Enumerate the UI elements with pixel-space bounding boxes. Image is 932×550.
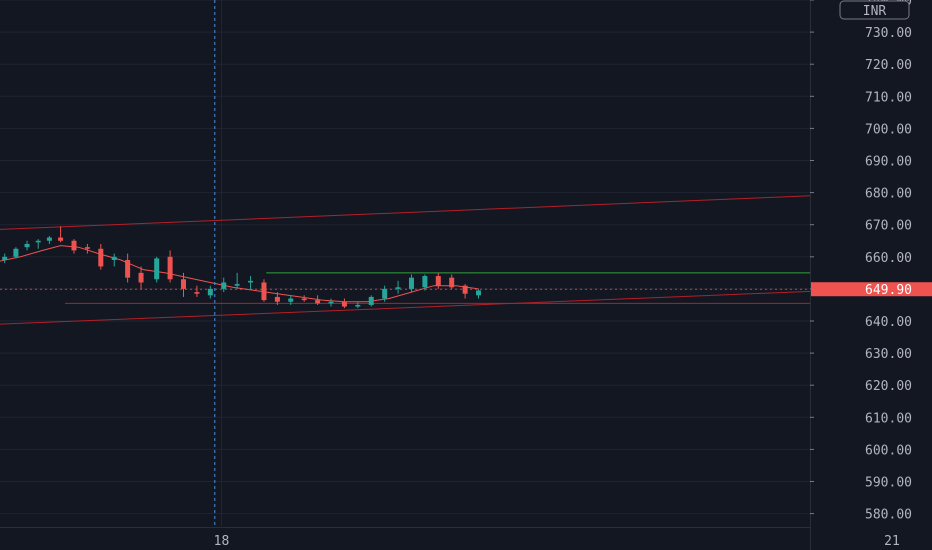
candle-body[interactable] — [111, 256, 117, 261]
candle-body[interactable] — [449, 277, 455, 288]
candle-body[interactable] — [98, 248, 104, 267]
candle-body[interactable] — [13, 248, 19, 257]
price-tick-label: 620.00 — [865, 379, 912, 394]
candle-body[interactable] — [35, 240, 41, 243]
candle-body[interactable] — [167, 256, 173, 280]
trendline[interactable] — [0, 172, 932, 230]
currency-label: INR — [863, 4, 887, 19]
currency-badge[interactable] — [839, 0, 910, 20]
candle-body[interactable] — [435, 276, 441, 286]
price-tick-label: 670.00 — [865, 219, 912, 234]
price-tick-label: 630.00 — [865, 347, 912, 362]
price-tick-label: 710.00 — [865, 90, 912, 105]
candle-body[interactable] — [261, 282, 267, 301]
candle-body[interactable] — [181, 279, 187, 289]
candle-body[interactable] — [234, 284, 240, 286]
candle-body[interactable] — [46, 237, 52, 241]
candle-body[interactable] — [221, 282, 227, 289]
candle-body[interactable] — [125, 260, 131, 278]
candle-body[interactable] — [194, 292, 200, 294]
price-tick-label: 580.00 — [865, 508, 912, 523]
trendline[interactable] — [0, 268, 932, 325]
price-tick-label: 600.00 — [865, 443, 912, 458]
candle-body[interactable] — [462, 285, 468, 294]
candle-body[interactable] — [408, 277, 414, 289]
candle-body[interactable] — [476, 290, 482, 296]
candle-body[interactable] — [154, 258, 160, 280]
price-tick-label: 660.00 — [865, 251, 912, 266]
candle-body[interactable] — [138, 272, 144, 283]
time-tick-label: 21 — [884, 534, 900, 549]
time-tick-label: 18 — [214, 534, 230, 549]
candle-body[interactable] — [422, 276, 428, 288]
price-tick-label: 590.00 — [865, 476, 912, 491]
candle-body[interactable] — [315, 300, 321, 304]
candle-body[interactable] — [24, 243, 30, 248]
price-tick-label: 680.00 — [865, 187, 912, 202]
price-tick-label: 610.00 — [865, 411, 912, 426]
price-tick-label: 640.00 — [865, 315, 912, 330]
candle-body[interactable] — [301, 298, 307, 301]
candle-body[interactable] — [368, 296, 374, 305]
candle-body[interactable] — [71, 240, 77, 251]
price-axis[interactable] — [810, 0, 932, 550]
time-axis[interactable] — [0, 528, 810, 550]
candle-body[interactable] — [288, 298, 294, 302]
candle-body[interactable] — [328, 301, 334, 304]
price-tick-label: 720.00 — [865, 58, 912, 73]
price-tick-label: 700.00 — [865, 122, 912, 137]
candle-body[interactable] — [58, 237, 64, 241]
candle-body[interactable] — [2, 256, 8, 261]
candle-body[interactable] — [395, 287, 401, 289]
candle-body[interactable] — [274, 296, 280, 302]
candle-body[interactable] — [355, 304, 361, 307]
candle-body[interactable] — [341, 301, 347, 307]
candle-body[interactable] — [248, 280, 254, 283]
candle-body[interactable] — [84, 247, 90, 249]
candle-body[interactable] — [382, 288, 388, 299]
price-tick-label: 730.00 — [865, 26, 912, 41]
price-tick-label: 690.00 — [865, 155, 912, 170]
last-price-label: 649.90 — [865, 283, 912, 298]
candle-body[interactable] — [207, 288, 213, 296]
last-price-badge — [811, 282, 932, 297]
